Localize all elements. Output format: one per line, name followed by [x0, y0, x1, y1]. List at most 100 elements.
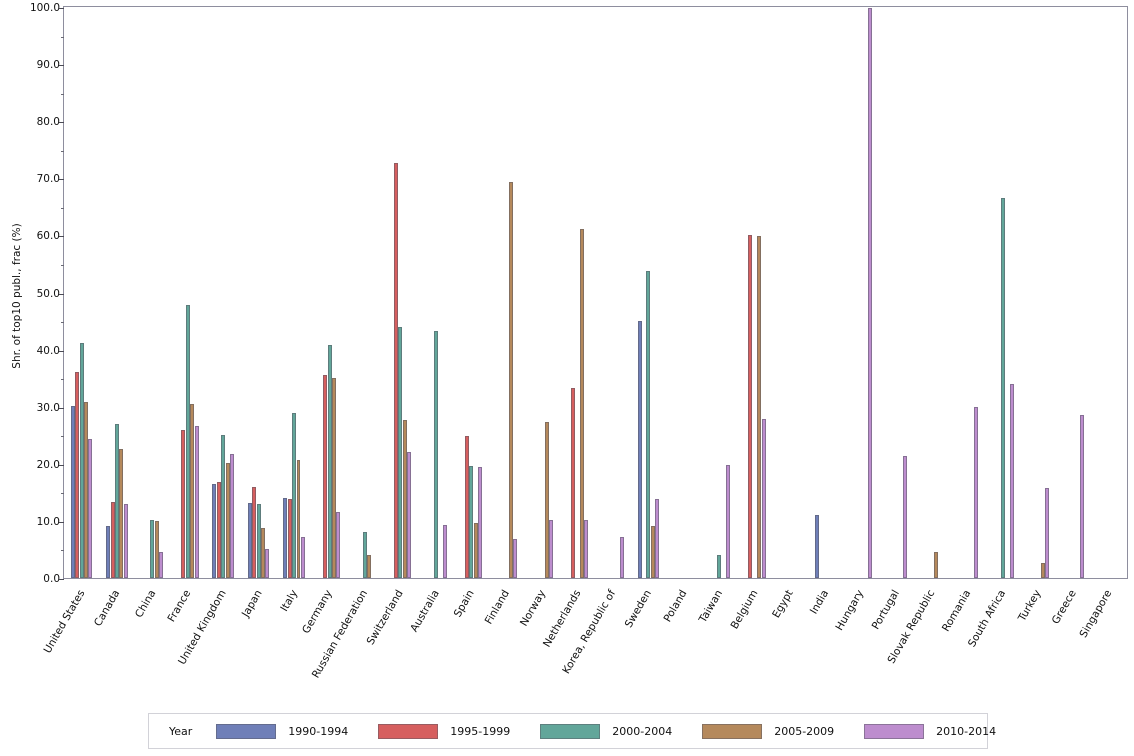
bar	[478, 467, 483, 578]
bar	[88, 439, 93, 578]
bar	[110, 502, 115, 578]
legend-color-swatch	[864, 723, 925, 739]
bar-group	[808, 7, 843, 578]
bar	[265, 549, 270, 578]
bar	[473, 522, 478, 578]
y-axis-tick-mark	[59, 179, 64, 181]
bar-group	[312, 7, 347, 578]
bar-group	[206, 7, 241, 578]
bar-group	[666, 7, 701, 578]
bar	[748, 235, 753, 578]
chart-legend: Year 1990-1994 1995-1999 2000-2004 2005-200…	[148, 713, 996, 749]
legend-color-swatch	[540, 723, 601, 739]
bar	[287, 499, 292, 578]
bar	[867, 7, 872, 578]
legend-item[interactable]: 2010-2014	[864, 723, 997, 739]
bar-group	[454, 7, 489, 578]
legend-item[interactable]: 2000-2004	[540, 723, 673, 739]
bar-group	[773, 7, 808, 578]
bar	[402, 420, 407, 578]
legend-title: Year	[169, 724, 193, 738]
bar	[106, 526, 111, 578]
bar	[212, 484, 217, 578]
bar	[646, 270, 651, 578]
y-axis-minor-tick	[61, 493, 64, 495]
x-axis-tick-label: United States	[41, 587, 88, 656]
bar-group	[489, 7, 524, 578]
x-axis-tick-label: Hungary	[833, 587, 867, 633]
y-axis-tick-label: 30.0	[36, 401, 60, 414]
bar-group	[950, 7, 985, 578]
y-axis-tick-label: 10.0	[36, 515, 60, 528]
legend-label: 2010-2014	[936, 724, 997, 738]
bar-group	[135, 7, 170, 578]
bar	[75, 372, 80, 578]
x-axis-tick-label: France	[165, 587, 194, 625]
legend-color-swatch	[216, 723, 277, 739]
x-axis-tick-label: South Africa	[966, 587, 1009, 650]
bar	[433, 331, 438, 578]
y-axis-minor-tick	[61, 36, 64, 38]
y-axis-tick-mark	[59, 350, 64, 352]
bar-group	[347, 7, 382, 578]
bar-group	[525, 7, 560, 578]
bar	[70, 405, 75, 578]
y-axis-tick-label: 60.0	[36, 230, 60, 243]
plot-area: 0.0 10.0 20.0 30.0 40.0 50.0 60.0 70.0 80.0 90.0 1…	[30, 2, 1128, 585]
bar	[655, 499, 660, 578]
bar	[637, 321, 642, 578]
bar	[159, 551, 164, 578]
bar	[327, 345, 332, 578]
y-axis-tick-mark	[59, 407, 64, 409]
bar-group	[844, 7, 879, 578]
x-axis-tick-label: Finland	[483, 587, 513, 627]
x-axis-tick-label: Canada	[92, 587, 123, 629]
bar	[544, 421, 549, 578]
x-axis-tick-label: Romania	[939, 587, 973, 634]
bar	[1040, 562, 1045, 578]
y-axis-minor-tick	[61, 550, 64, 552]
y-axis-tick-label: 80.0	[36, 116, 60, 129]
bar	[323, 374, 328, 578]
bar	[230, 453, 234, 578]
x-axis-tick-label: Japan	[239, 587, 265, 620]
bar	[336, 511, 341, 578]
bar-group	[99, 7, 134, 578]
x-axis-tick-label: Taiwan	[696, 587, 725, 625]
bar	[548, 519, 553, 578]
y-axis-tick-mark	[59, 579, 64, 580]
x-axis-labels: United States Canada China France United Kin…	[41, 579, 1128, 699]
bar	[216, 482, 221, 578]
bar	[185, 305, 190, 578]
bar-group	[985, 7, 1020, 578]
bar-group	[418, 7, 453, 578]
bar	[509, 182, 514, 578]
bar	[283, 498, 288, 578]
legend-item[interactable]: 2005-2009	[702, 723, 834, 739]
y-axis-tick-mark	[59, 236, 64, 238]
legend-item[interactable]: 1995-1999	[378, 723, 510, 739]
legend-item[interactable]: 1990-1994	[216, 723, 349, 739]
bar	[119, 448, 124, 578]
bar	[903, 456, 908, 578]
bar-group	[560, 7, 595, 578]
bar	[934, 551, 939, 578]
y-axis-minor-tick	[61, 207, 64, 209]
bar	[1000, 198, 1005, 578]
bar-group	[277, 7, 312, 578]
legend-label: 2000-2004	[612, 724, 673, 738]
y-axis-tick-mark	[59, 122, 64, 124]
bar	[154, 520, 159, 578]
legend-label: 1990-1994	[288, 724, 349, 738]
y-axis-minor-tick	[61, 264, 64, 266]
bar	[464, 435, 469, 578]
bar	[300, 537, 305, 578]
bar	[79, 342, 84, 578]
bar	[726, 464, 731, 578]
bar	[1080, 415, 1085, 578]
bars-container	[64, 7, 1127, 578]
y-axis-tick-label: 40.0	[36, 344, 60, 357]
bar	[571, 387, 576, 578]
y-axis-tick-label: 50.0	[36, 287, 60, 300]
